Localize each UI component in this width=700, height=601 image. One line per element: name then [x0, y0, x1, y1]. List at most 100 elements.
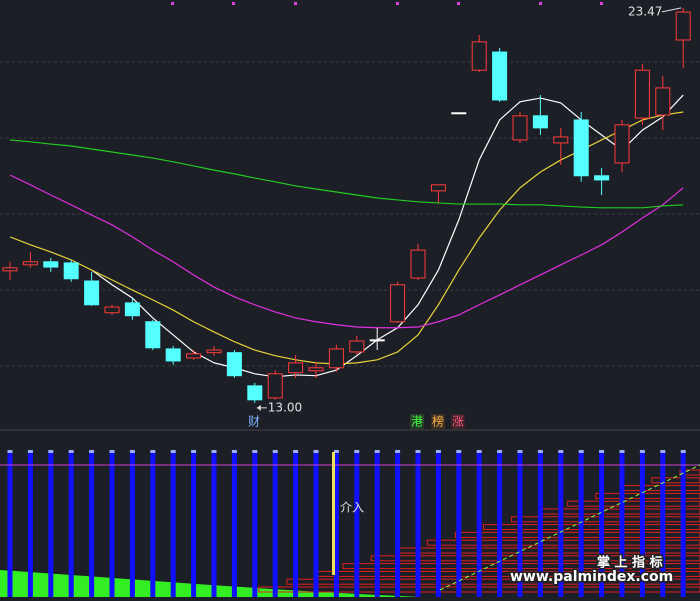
signal-box [431, 414, 445, 429]
ma-line [9, 174, 684, 329]
signal-label: 财 [248, 415, 260, 429]
indicator-label: 介入 [340, 501, 364, 515]
candle-body [328, 348, 344, 369]
indicator-bar [558, 452, 564, 597]
indicator-bar [639, 452, 645, 597]
signal-label: 港 [411, 415, 423, 429]
indicator-bar [333, 452, 339, 597]
indicator-cap [537, 450, 543, 453]
candle-body [186, 353, 202, 359]
watermark-url: www.palmindex.com [510, 569, 673, 585]
indicator-bar [476, 452, 482, 597]
indicator-bar [68, 452, 74, 597]
indicator-cap [68, 450, 74, 453]
indicator-cap [619, 450, 625, 453]
signal-box [451, 414, 465, 429]
watermark-title: 掌 上 指 标 [597, 555, 663, 571]
indicator-cap [48, 450, 54, 453]
candle-body [410, 249, 426, 279]
candle-body [614, 124, 630, 164]
dot [232, 2, 235, 5]
candle-body [532, 115, 548, 129]
indicator-bar [252, 452, 258, 597]
high-arrow [661, 7, 682, 13]
candle-body [451, 112, 467, 115]
candle-body [573, 119, 589, 177]
candle-body [390, 284, 406, 323]
candle-body [308, 367, 324, 372]
indicator-cap [476, 450, 482, 453]
indicator-cap [109, 450, 115, 453]
indicator-cap [497, 450, 503, 453]
indicator-bar [395, 452, 401, 597]
indicator-bar [211, 452, 217, 597]
indicator-bar [599, 452, 605, 597]
high-label: 23.47 [628, 4, 662, 18]
indicator-cap [599, 450, 605, 453]
trend-line [439, 464, 700, 591]
indicator-cap [272, 450, 278, 453]
candle-body [471, 41, 487, 71]
candle-body [288, 362, 304, 374]
indicator-cap [129, 450, 135, 453]
indicator-cap [578, 450, 584, 453]
indicator-bar [619, 452, 625, 597]
indicator-bar [27, 452, 33, 597]
indicator-cap [333, 450, 339, 453]
top-dots [171, 2, 603, 5]
indicator-bar [578, 452, 584, 597]
indicator-cap [170, 450, 176, 453]
indicator-cap [252, 450, 258, 453]
indicator-cap [435, 450, 441, 453]
dot [457, 2, 460, 5]
indicator-bar [537, 452, 543, 597]
indicator-bar [109, 452, 115, 597]
indicator-bar [129, 452, 135, 597]
indicator-cap [211, 450, 217, 453]
indicator-cap [150, 450, 156, 453]
indicator-bar [191, 452, 197, 597]
candle-body [675, 11, 691, 41]
signal-label: 涨 [452, 414, 464, 429]
candle-body [430, 184, 446, 192]
chip-bar [426, 539, 700, 546]
indicator-cap [395, 450, 401, 453]
indicator-cap [191, 450, 197, 453]
indicator-bar [170, 452, 176, 597]
indicator-bar [374, 452, 380, 597]
indicator-cap [354, 450, 360, 453]
indicator-cap [231, 450, 237, 453]
candle-body [124, 302, 140, 317]
chip-bar [567, 500, 700, 507]
candle-body [634, 69, 650, 119]
candle-body [145, 321, 161, 349]
indicator-bar [89, 452, 95, 597]
volume-area [0, 570, 420, 597]
signal-box [410, 414, 424, 429]
candle-body [226, 352, 242, 377]
candle-body [553, 136, 569, 144]
indicator-bar [354, 452, 360, 597]
indicator-bar [272, 452, 278, 597]
indicator-bar [48, 452, 54, 597]
indicator-cap [7, 450, 13, 453]
candle-body [2, 267, 18, 272]
candle-body [247, 385, 263, 401]
price-grid [0, 61, 700, 367]
indicator-bar [517, 452, 523, 597]
candle-body [655, 87, 671, 116]
candle-body [22, 261, 38, 266]
indicator-bar [313, 452, 319, 597]
indicator-bar [150, 452, 156, 597]
candle-body [104, 306, 120, 314]
indicator-bar [435, 452, 441, 597]
dot [539, 2, 542, 5]
candle-body [492, 51, 508, 101]
candle-body [512, 115, 528, 141]
entry-line [332, 452, 335, 575]
indicator-cap [293, 450, 299, 453]
candle-body [43, 261, 59, 268]
dot [396, 2, 399, 5]
low-arrow-head [256, 404, 261, 411]
